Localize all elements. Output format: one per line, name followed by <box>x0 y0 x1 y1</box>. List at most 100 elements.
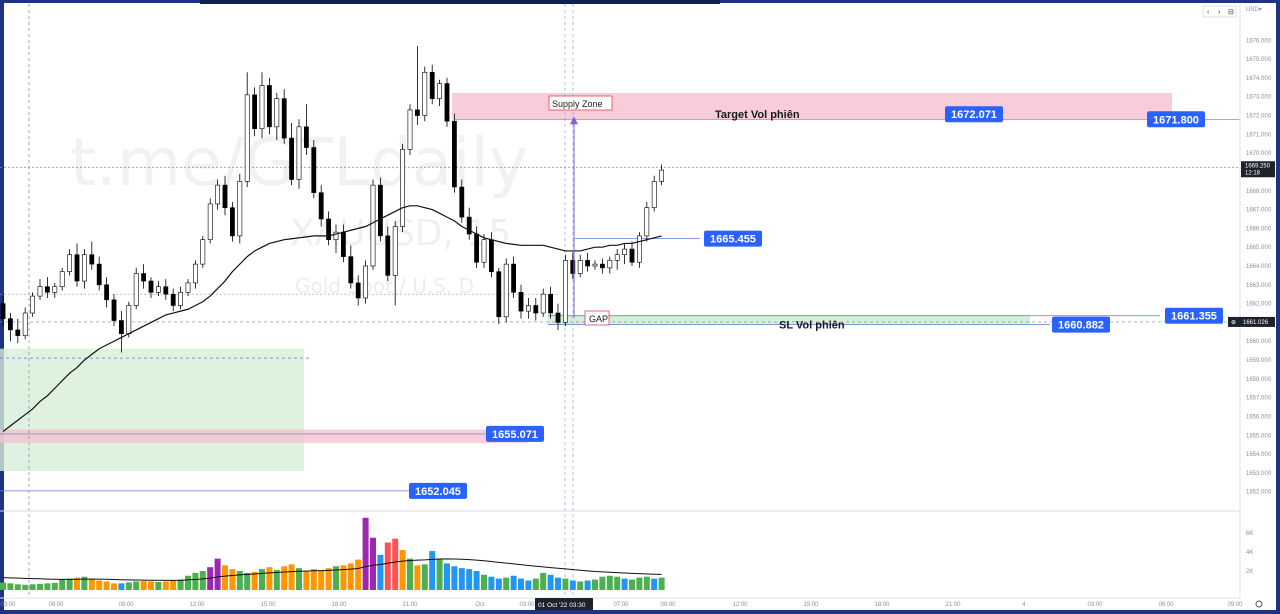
price-tick: 1656.000 <box>1246 414 1272 420</box>
candle-body <box>230 207 235 237</box>
candle-body <box>74 254 80 282</box>
price-tick: 1652.000 <box>1246 490 1272 496</box>
volume-bar <box>510 575 517 590</box>
volume-bar <box>14 584 21 590</box>
sl-band[interactable] <box>548 314 1030 325</box>
volume-bar <box>44 583 51 590</box>
volume-bar <box>399 550 406 590</box>
volume-bar <box>66 578 73 590</box>
scroll-left-icon[interactable]: ‹ <box>1207 9 1210 16</box>
volume-bar <box>547 574 554 590</box>
volume-bar <box>288 564 295 590</box>
volume-bar <box>377 554 384 590</box>
candle-body <box>215 184 220 205</box>
badge-sl-low-bg <box>1052 316 1110 333</box>
volume-bar <box>429 551 436 590</box>
badge-target-right: 1671.800 <box>1153 114 1199 126</box>
candle-body <box>252 94 257 130</box>
candle-body <box>414 109 420 116</box>
gap-label-box[interactable] <box>584 310 610 326</box>
volume-bar <box>199 571 206 590</box>
volume-bar <box>310 569 317 590</box>
candle-body <box>30 295 35 314</box>
candle-body <box>585 260 590 267</box>
volume-bar <box>592 579 598 590</box>
volume-bar <box>340 565 347 590</box>
candle-body <box>237 181 243 237</box>
volume-bar <box>658 577 665 590</box>
volume-bar <box>407 558 413 590</box>
candle-body <box>370 184 376 267</box>
volume-bar <box>458 568 465 590</box>
volume-bar <box>481 574 487 590</box>
candle-body <box>459 186 465 218</box>
top-controls[interactable]: ‹ › ⊟ <box>1202 5 1237 18</box>
volume-bar <box>414 565 421 590</box>
zoom-controls[interactable] <box>1202 5 1237 18</box>
supply-zone-label-box[interactable] <box>548 95 613 111</box>
candle-body <box>281 98 287 139</box>
demand-zone-rect[interactable] <box>0 348 304 472</box>
volume-bar <box>155 581 162 590</box>
volume-bar <box>133 581 140 590</box>
badge-mid: 1665.455 <box>710 234 756 246</box>
volume-bar <box>577 581 584 590</box>
price-tick: 1667.000 <box>1246 208 1272 214</box>
time-tick: 15:00 <box>260 602 276 608</box>
candle-body <box>355 282 361 299</box>
crosshair-time-badge <box>535 598 593 610</box>
candle-body <box>8 318 13 331</box>
price-tick: 1660.000 <box>1246 339 1272 345</box>
volume-bar <box>421 564 428 590</box>
candle-body <box>525 305 531 312</box>
volume-bar <box>525 580 532 590</box>
price-axis-currency[interactable]: USD▾ <box>1246 7 1262 13</box>
candle-body <box>163 286 169 295</box>
candle-body <box>607 260 613 269</box>
volume-bar <box>584 580 591 590</box>
volume-axis: 6K 4K 2K <box>1246 531 1253 575</box>
candle-body <box>185 282 191 293</box>
candle-body <box>503 263 509 318</box>
price-tick: 1654.000 <box>1246 452 1272 458</box>
settings-gear-icon[interactable] <box>1255 600 1263 608</box>
volume-ma-line <box>2 558 662 581</box>
badge-bottom-bg <box>409 482 467 499</box>
volume-bar <box>436 558 443 590</box>
time-axis[interactable]: 03:00 06:00 09:00 12:00 15:00 18:00 21:00 Oct 03… <box>0 602 1243 608</box>
volume-bar <box>303 571 310 590</box>
volume-bar <box>643 576 650 590</box>
badge-target-high: 1672.071 <box>951 109 997 121</box>
volume-bar <box>362 517 369 590</box>
volume-bar <box>473 571 480 590</box>
volume-bar <box>444 563 450 590</box>
price-tick: 1670.000 <box>1246 151 1272 157</box>
candle-body <box>274 98 280 128</box>
candle-body <box>156 286 161 293</box>
candle-body <box>44 286 50 293</box>
volume-bar <box>495 578 502 590</box>
volume-bar <box>555 577 561 590</box>
candle-body <box>296 126 302 180</box>
time-tick: 06:00 <box>1158 602 1174 608</box>
candle-body <box>488 239 494 272</box>
badge-sl-low: 1660.882 <box>1058 320 1104 332</box>
price-tick: 1668.000 <box>1246 189 1272 195</box>
badge-zone-low-bg <box>486 425 544 442</box>
volume-bar <box>244 572 251 590</box>
reset-scale-icon[interactable]: ⊟ <box>1228 9 1234 16</box>
zone-low-band[interactable] <box>0 429 528 443</box>
candle-body <box>614 254 620 261</box>
volume-bar <box>170 580 177 590</box>
volume-bar <box>236 571 243 590</box>
scroll-right-icon[interactable]: › <box>1218 9 1221 16</box>
time-tick: 18:00 <box>874 602 890 608</box>
price-tick: 1674.000 <box>1246 76 1272 82</box>
badge-sl-right-bg <box>1165 307 1223 324</box>
price-tick: 1665.000 <box>1246 245 1272 251</box>
badge-target-high-bg <box>945 106 1003 123</box>
candle-body <box>59 271 65 287</box>
volume-tick: 2K <box>1246 569 1253 575</box>
time-tick: 21:00 <box>402 602 418 608</box>
